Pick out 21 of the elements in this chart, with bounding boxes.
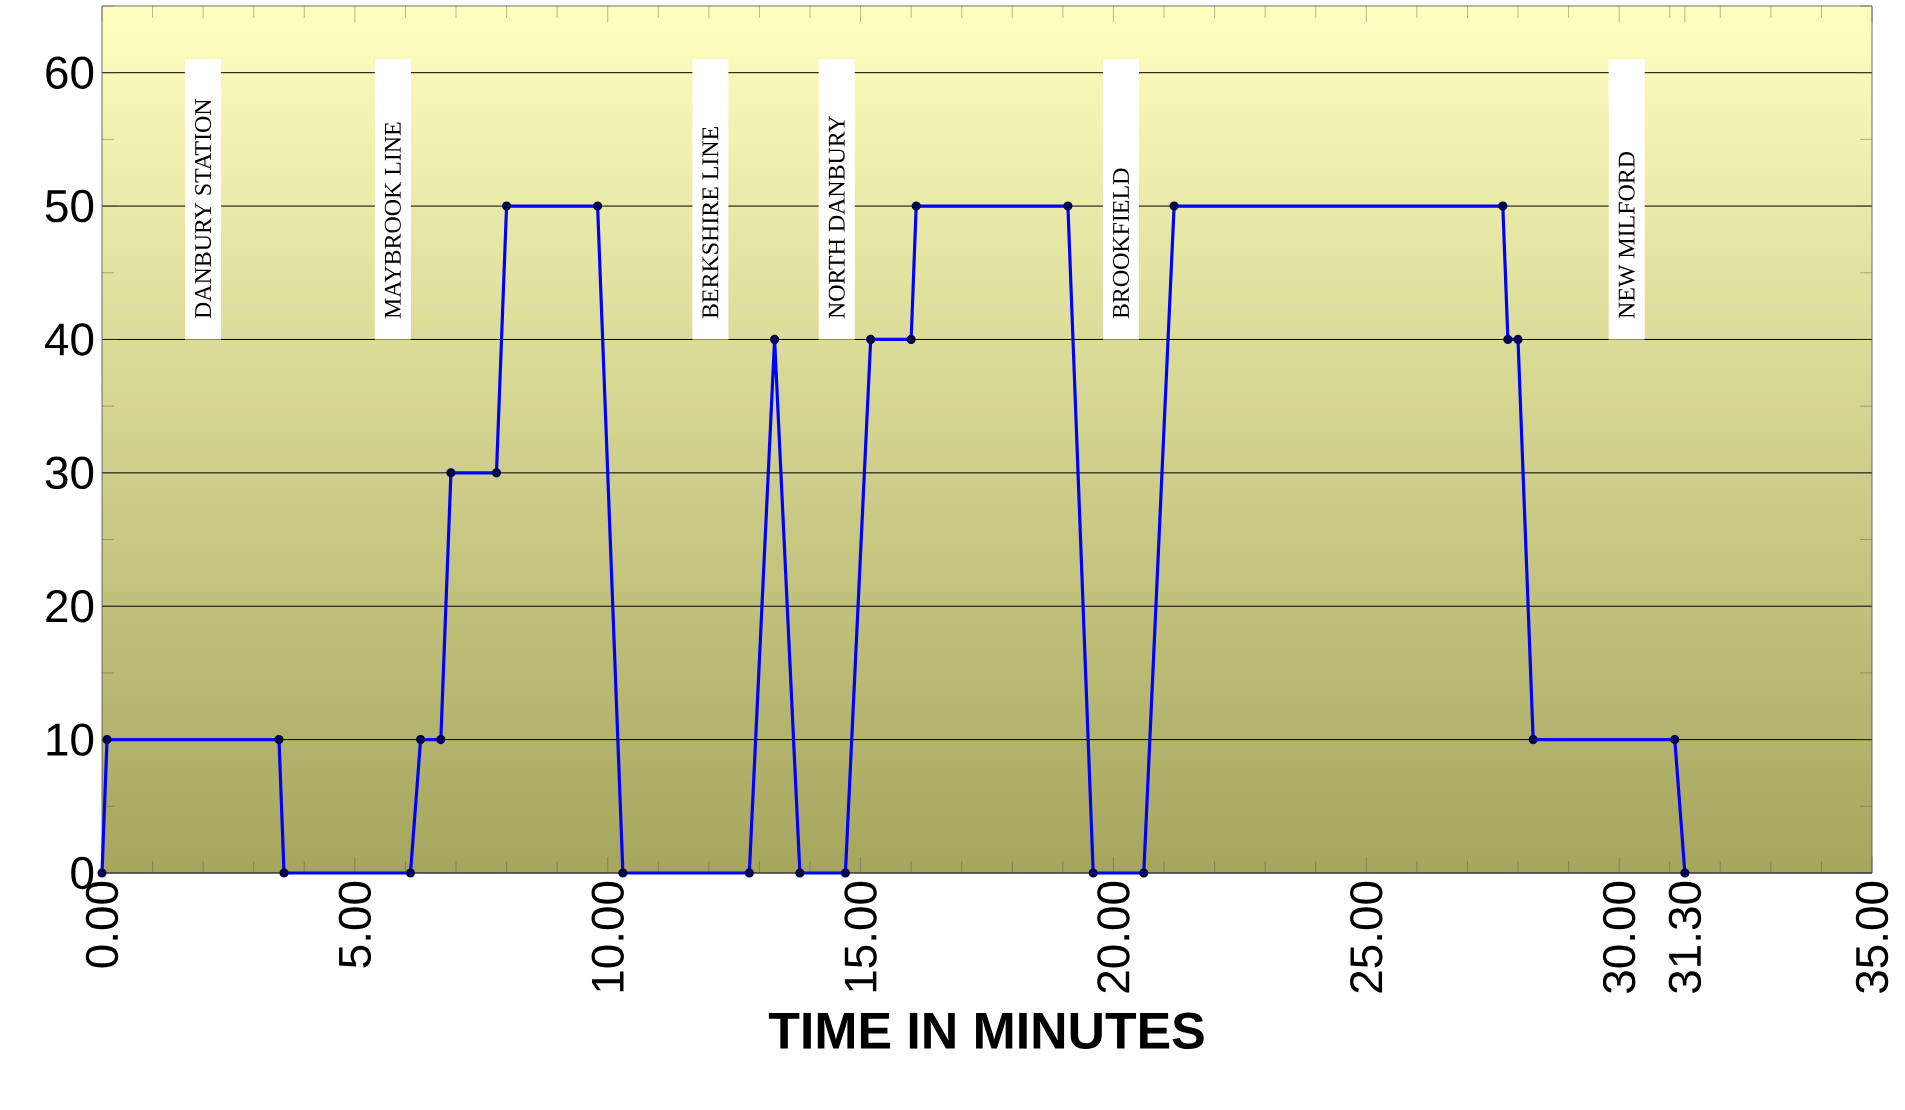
x-tick-label: 15.00 [844, 881, 877, 992]
x-tick-label: 20.00 [1097, 881, 1130, 993]
annotation: NEW MILFORD [1618, 151, 1635, 319]
annotation: BERKSHIRE LINE [702, 126, 719, 319]
x-tick-label: 25.00 [1350, 881, 1383, 993]
y-tick-label: 30 [45, 456, 94, 490]
x-axis-title: TIME IN MINUTES [768, 1012, 1204, 1050]
x-tick-label: 5.00 [338, 881, 372, 968]
y-tick-label: 40 [45, 323, 94, 356]
y-tick-label: 10 [47, 723, 94, 756]
x-tick-label: 10.00 [591, 881, 624, 992]
y-tick-label: 60 [46, 56, 94, 89]
x-tick-label: 30.00 [1602, 881, 1636, 993]
x-tick-label: 31.30 [1668, 881, 1702, 993]
x-tick-label: 35.00 [1855, 881, 1889, 993]
annotation: NORTH DANBURY [828, 115, 845, 319]
y-tick-label: 50 [45, 189, 94, 223]
annotation: MAYBROOK LINE [384, 122, 401, 319]
y-tick-label: 20 [46, 590, 94, 623]
annotation: BROOKFIELD [1112, 168, 1130, 319]
annotation: DANBURY STATION [195, 99, 212, 319]
